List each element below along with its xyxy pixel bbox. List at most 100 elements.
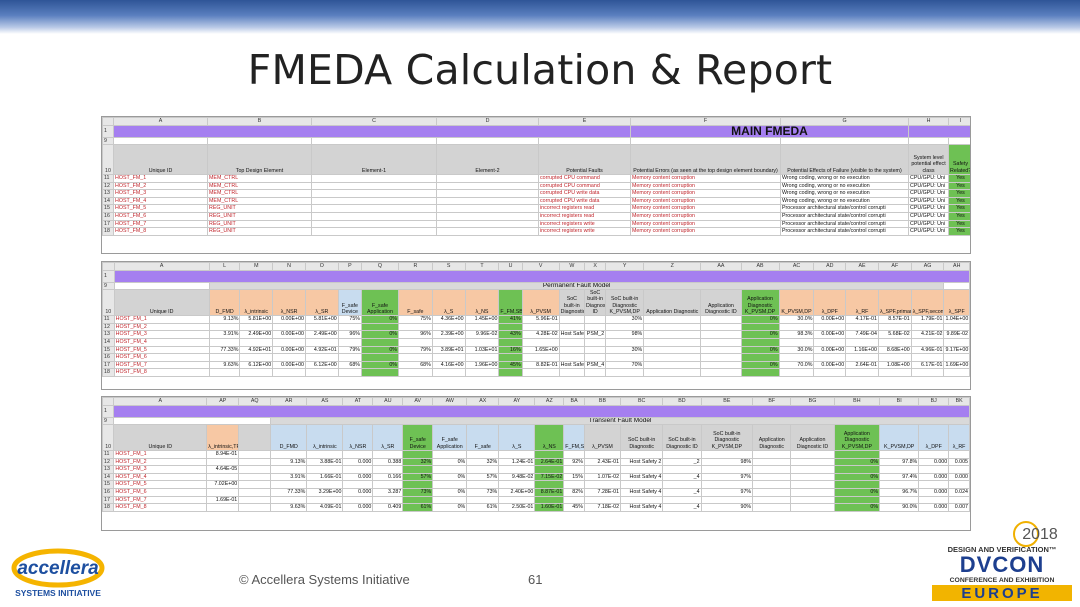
header-row: 10 Unique ID Top Design Element Element-1 El… <box>102 144 970 175</box>
table-row: 15 HOST_FM_5 7.02E+00 <box>102 480 970 489</box>
slide-title: FMEDA Calculation & Report <box>247 46 833 94</box>
data-cell: 43% <box>498 330 523 339</box>
unique-id: HOST_FM_1 <box>113 174 208 183</box>
row-number: 13 <box>102 465 115 474</box>
data-cell <box>534 450 565 459</box>
data-cell <box>272 322 306 332</box>
column-header: F_FM,SB <box>563 424 585 451</box>
column-letter: AQ <box>238 397 272 406</box>
data-cell: 4.17E-01 <box>845 315 879 324</box>
column-header: λ_NS <box>534 424 565 451</box>
column-letter: BK <box>948 397 970 406</box>
data-cell: 1.96E+00 <box>464 360 500 370</box>
data-cell <box>534 495 565 505</box>
cell-safety: Yes <box>948 204 970 213</box>
data-cell <box>740 368 780 377</box>
column-letter: AS <box>306 397 344 406</box>
column-header: Element-1 <box>311 144 437 175</box>
accellera-logo: accellera SYSTEMS INITIATIVE <box>10 548 120 600</box>
data-cell <box>790 465 835 474</box>
column-header: Application Diagnostic ID <box>700 288 742 317</box>
data-cell <box>700 465 754 474</box>
column-letter: A <box>113 397 208 406</box>
data-cell: 96% <box>397 330 433 339</box>
cell-top: REG_UNIT <box>207 204 312 213</box>
data-cell <box>752 495 792 505</box>
data-cell: 97% <box>700 472 754 482</box>
cell-fault: incorrect registers read <box>538 211 631 221</box>
data-cell <box>206 503 240 512</box>
row-number: 13 <box>102 189 114 198</box>
data-cell: Host Safety 4 <box>620 503 664 512</box>
row-number: 1 <box>102 404 115 418</box>
data-cell <box>778 337 815 347</box>
cell-top: REG_UNIT <box>207 227 312 236</box>
data-cell <box>397 337 433 347</box>
cell-top: MEM_CTRL <box>207 189 312 198</box>
column-header: F_safe Application <box>432 424 468 451</box>
data-cell: 0% <box>432 472 468 482</box>
data-cell: 0.000 <box>342 487 374 497</box>
unique-id: HOST_FM_6 <box>113 353 210 362</box>
data-cell <box>306 465 344 474</box>
column-header: SoC built-in Diagnostic ID <box>584 288 607 317</box>
data-cell: 57% <box>402 472 434 482</box>
data-cell <box>877 322 912 332</box>
data-cell <box>948 495 970 505</box>
column-letter: AA <box>700 262 742 271</box>
data-cell <box>304 353 339 362</box>
data-cell <box>879 450 920 459</box>
column-header: Unique ID <box>113 288 210 317</box>
accellera-logo-graphic: accellera SYSTEMS INITIATIVE <box>11 548 105 598</box>
data-cell: 4.09E-01 <box>306 503 344 512</box>
blank-cell <box>948 136 970 145</box>
blank-cell <box>630 136 781 145</box>
row-number: 14 <box>102 337 115 347</box>
data-cell <box>372 495 404 505</box>
column-letter: N <box>272 262 306 271</box>
data-cell <box>584 322 607 332</box>
data-cell: 1.60E-01 <box>534 503 565 512</box>
data-cell <box>583 480 622 489</box>
column-letter: C <box>311 117 437 126</box>
data-cell <box>466 495 500 505</box>
table-row: 18 HOST_FM_8 REG_UNIT incorrect registers w… <box>102 227 970 236</box>
data-cell: 0% <box>432 503 468 512</box>
column-letter: G <box>780 117 909 126</box>
column-letter: AZ <box>534 397 565 406</box>
table-row: 16 HOST_FM_6 77.33% 3.29E+00 0.000 3.287 73% 0%… <box>102 487 970 497</box>
unique-id: HOST_FM_4 <box>113 472 208 482</box>
data-cell: 0.000 <box>918 503 950 512</box>
data-cell: 2.40E+00 <box>498 487 536 497</box>
row-number: 16 <box>102 353 115 362</box>
data-cell: 2.43E-01 <box>583 457 622 467</box>
column-header: Application Diagnostic <box>643 288 702 317</box>
data-cell <box>752 503 792 512</box>
data-cell <box>620 495 664 505</box>
table-row: 18 HOST_FM_8 <box>102 368 970 377</box>
cell-effect: Processor architectural state/control co… <box>780 227 909 236</box>
data-cell <box>620 480 664 489</box>
data-cell <box>498 322 523 332</box>
cell-e2 <box>436 181 539 191</box>
data-cell <box>943 368 970 377</box>
data-cell <box>272 353 306 362</box>
data-cell: 9.13% <box>270 457 308 467</box>
row-number: 11 <box>102 450 115 459</box>
table-row: 14 HOST_FM_4 MEM_CTRL corrupted CPU write d… <box>102 196 970 206</box>
data-cell <box>360 337 399 347</box>
data-cell: 5.81E+00 <box>304 315 339 324</box>
data-cell <box>272 368 306 377</box>
cell-fault: incorrect registers write <box>538 219 631 229</box>
data-cell: 79% <box>397 345 433 355</box>
data-cell: 0.00E+00 <box>813 360 847 370</box>
data-cell: 9.63% <box>208 360 241 370</box>
data-cell: 0% <box>833 472 881 482</box>
column-header: λ_SPF <box>943 288 970 317</box>
data-cell: 0.000 <box>948 472 970 482</box>
data-cell <box>563 450 585 459</box>
table-row: 11 HOST_FM_1 9.13% 5.81E+00 0.00E+00 5.81E+00… <box>102 315 970 324</box>
header-row: 10 Unique ID D_FMD λ_intrinsic λ_NSR λ_SR F_sa… <box>102 288 970 317</box>
column-header: λ_RF <box>948 424 970 451</box>
data-cell <box>700 450 754 459</box>
